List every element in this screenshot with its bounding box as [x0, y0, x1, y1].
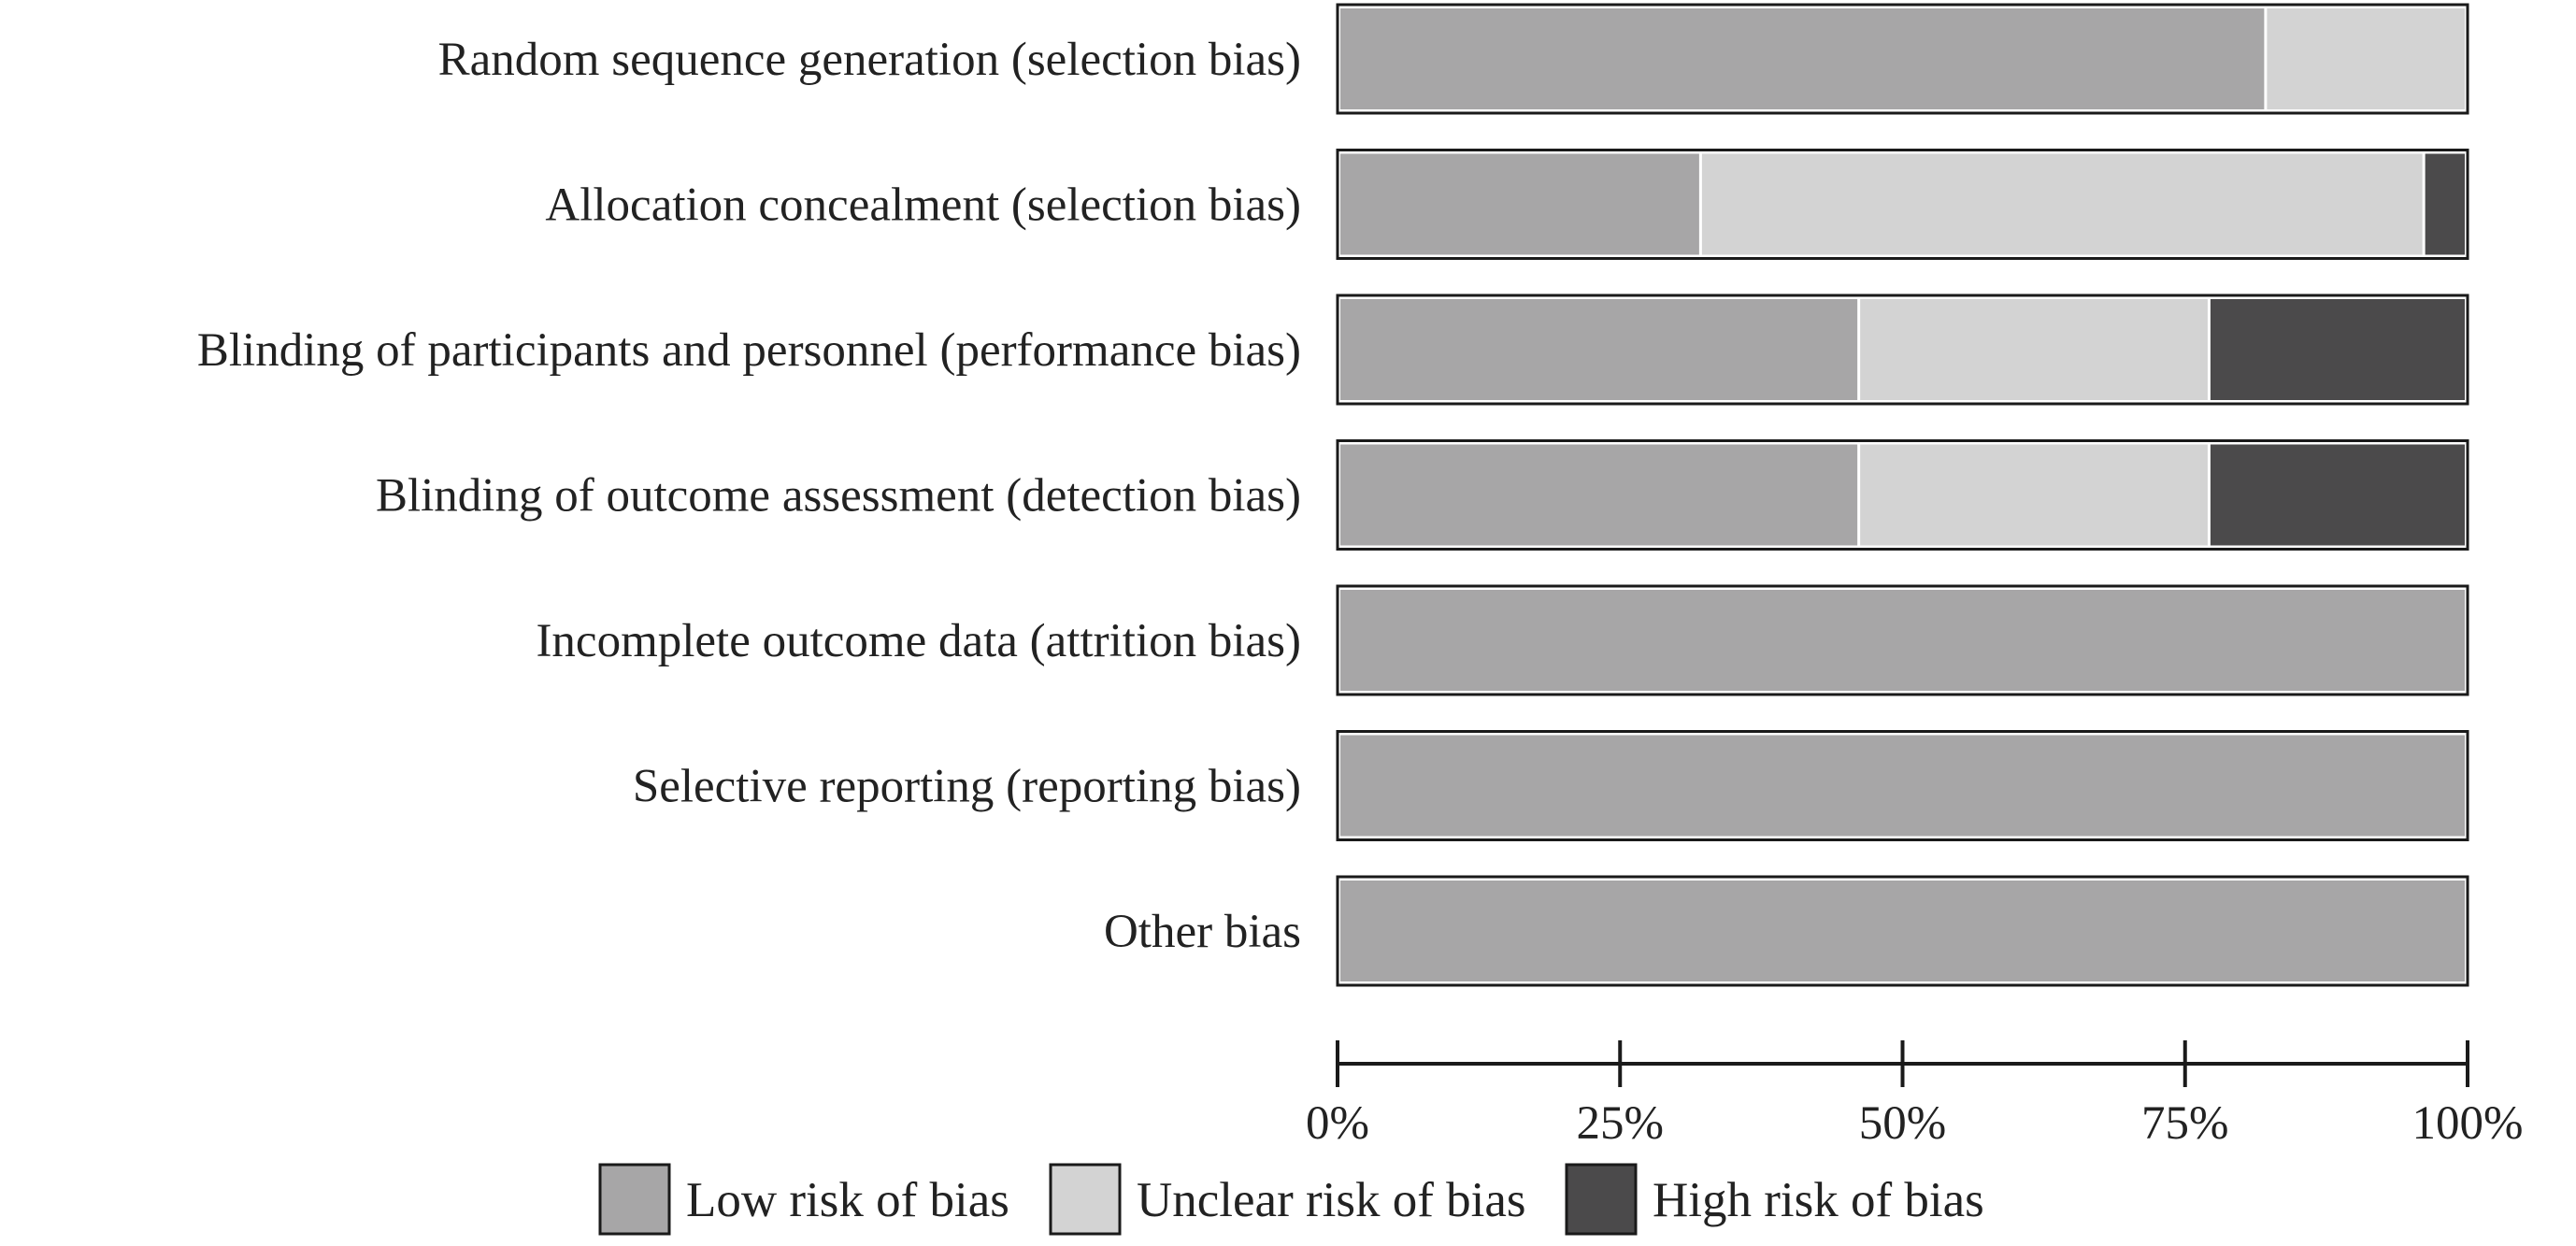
x-tick-label: 0% [1306, 1097, 1369, 1150]
legend-swatch [598, 1163, 671, 1236]
row-random-sequence-generation-selection-bias: Random sequence generation (selection bi… [438, 3, 2469, 115]
category-label: Allocation concealment (selection bias) [545, 179, 1301, 232]
bar-segment-low-risk-of-bias [1340, 8, 2265, 109]
bar-segment-low-risk-of-bias [1340, 153, 1699, 255]
bar-segment-low-risk-of-bias [1340, 735, 2465, 837]
row-blinding-of-participants-and-personnel-performance-bias: Blinding of participants and personnel (… [197, 294, 2469, 406]
chart-rows: Random sequence generation (selection bi… [197, 3, 2469, 987]
category-label: Random sequence generation (selection bi… [438, 34, 1301, 86]
x-tick-label: 100% [2412, 1097, 2524, 1150]
category-label: Blinding of outcome assessment (detectio… [376, 470, 1301, 523]
bar-segment-unclear-risk-of-bias [1860, 299, 2208, 400]
x-tick-label: 50% [1859, 1097, 1946, 1150]
legend-label: High risk of bias [1653, 1173, 1984, 1227]
x-tick-label: 75% [2141, 1097, 2228, 1150]
row-selective-reporting-reporting-bias: Selective reporting (reporting bias) [633, 730, 2469, 841]
bar-segment-low-risk-of-bias [1340, 299, 1858, 400]
row-allocation-concealment-selection-bias: Allocation concealment (selection bias) [545, 149, 2469, 260]
x-tick-label: 25% [1577, 1097, 1664, 1150]
row-other-bias: Other bias [1104, 875, 2469, 987]
row-incomplete-outcome-data-attrition-bias: Incomplete outcome data (attrition bias) [536, 584, 2469, 696]
category-label: Incomplete outcome data (attrition bias) [536, 615, 1301, 667]
category-label: Selective reporting (reporting bias) [633, 761, 1301, 813]
legend-item-unclear-risk-of-bias: Unclear risk of bias [1049, 1163, 1526, 1236]
bar-segment-unclear-risk-of-bias [2267, 8, 2465, 109]
category-label: Other bias [1104, 906, 1301, 958]
bar-segment-low-risk-of-bias [1340, 590, 2465, 691]
legend-swatch [1049, 1163, 1122, 1236]
bar-segment-high-risk-of-bias [2210, 444, 2465, 546]
row-blinding-of-outcome-assessment-detection-bias: Blinding of outcome assessment (detectio… [376, 439, 2469, 551]
legend-label: Unclear risk of bias [1137, 1173, 1526, 1227]
legend-item-high-risk-of-bias: High risk of bias [1565, 1163, 1984, 1236]
legend: Low risk of bias Unclear risk of bias High… [598, 1163, 1984, 1236]
bar-segment-low-risk-of-bias [1340, 881, 2465, 981]
bar-segment-unclear-risk-of-bias [1860, 444, 2208, 546]
category-label: Blinding of participants and personnel (… [197, 324, 1301, 377]
legend-item-low-risk-of-bias: Low risk of bias [598, 1163, 1009, 1236]
bar-segment-unclear-risk-of-bias [1701, 153, 2423, 255]
bar-segment-high-risk-of-bias [2425, 153, 2465, 255]
bar-segment-high-risk-of-bias [2210, 299, 2465, 400]
legend-label: Low risk of bias [686, 1173, 1009, 1227]
legend-swatch [1565, 1163, 1638, 1236]
bar-segment-low-risk-of-bias [1340, 444, 1858, 546]
x-axis: 0% 25% 50% 75% 100% [1306, 1040, 2523, 1150]
